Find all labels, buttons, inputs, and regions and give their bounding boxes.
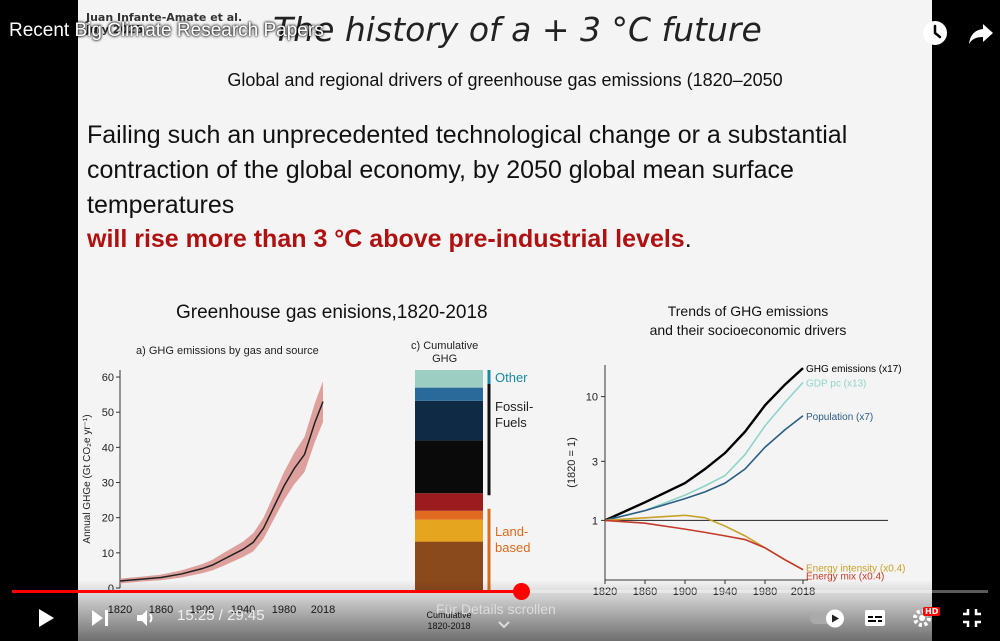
panel-c-label-line1: c) Cumulative xyxy=(411,340,479,352)
series-label: Energy mix (x0.4) xyxy=(806,572,884,583)
progress-scrubber[interactable] xyxy=(513,583,531,600)
series-label: GHG emissions (x17) xyxy=(806,364,902,375)
stack-segment xyxy=(415,493,483,511)
panel-c-label-line2: GHG xyxy=(432,353,458,365)
highlight-text: will rise more than 3 °C above pre-indus… xyxy=(87,225,685,253)
series-line xyxy=(604,514,804,571)
y-tick-label: 3 xyxy=(592,456,598,468)
time-separator: / xyxy=(214,607,228,624)
series-line xyxy=(604,415,804,522)
series-line xyxy=(604,367,804,522)
stack-segment xyxy=(415,440,483,494)
share-icon[interactable] xyxy=(966,18,996,48)
y-tick-label: 10 xyxy=(586,392,598,404)
right-chart-title-line2: and their socioeconomic drivers xyxy=(649,322,847,338)
group-label: based xyxy=(495,540,530,555)
y-axis-label: Annual GHGe (Gt CO₂e yr⁻¹) xyxy=(82,414,93,543)
slide-author: Juan Infante-Amate et al. July 2025 xyxy=(86,12,242,36)
group-label: Land- xyxy=(495,524,528,539)
stack-segment xyxy=(415,400,483,441)
volume-icon[interactable] xyxy=(134,606,158,630)
y-tick-label: 50 xyxy=(102,407,114,419)
video-frame-slide: Juan Infante-Amate et al. July 2025 The … xyxy=(78,0,932,641)
author-date: July 2025 xyxy=(86,23,144,36)
stack-segment xyxy=(415,519,483,542)
slide-body: Failing such an unprecedented technologi… xyxy=(87,121,848,219)
y-axis-label: (1820 = 1) xyxy=(566,437,578,487)
emissions-line xyxy=(119,401,324,582)
video-title[interactable]: Recent Big Climate Research Papers xyxy=(9,20,324,41)
scroll-hint[interactable]: Für Details scrollen xyxy=(436,601,556,617)
panel-a-label: a) GHG emissions by gas and source xyxy=(136,345,319,357)
stack-segment xyxy=(415,370,483,388)
play-icon[interactable] xyxy=(33,606,57,630)
hd-badge: HD xyxy=(923,607,941,616)
watch-later-icon[interactable] xyxy=(920,18,950,48)
time-display: 15:25 / 29:45 xyxy=(177,607,265,624)
stack-segment xyxy=(415,510,483,520)
chevron-down-icon[interactable] xyxy=(497,620,511,630)
y-tick-label: 20 xyxy=(102,513,114,525)
panel-c-label: c) Cumulative GHG xyxy=(411,340,478,366)
slide-title: The history of a + 3 °C future xyxy=(273,10,762,49)
series-label: Population (x7) xyxy=(806,412,873,423)
stack-segment xyxy=(415,387,483,401)
y-tick-label: 40 xyxy=(102,442,114,454)
series-line xyxy=(604,519,804,571)
exit-fullscreen-icon[interactable] xyxy=(960,606,984,630)
autoplay-toggle-icon[interactable] xyxy=(808,606,848,630)
author-name: Juan Infante-Amate et al. xyxy=(86,11,243,24)
right-chart-title: Trends of GHG emissions and their socioe… xyxy=(598,302,898,340)
next-icon[interactable] xyxy=(88,606,112,630)
subtitles-icon[interactable] xyxy=(863,606,887,630)
uncertainty-band xyxy=(120,381,323,584)
current-time: 15:25 xyxy=(177,607,215,624)
slide-body-highlight: will rise more than 3 °C above pre-indus… xyxy=(87,225,692,254)
y-tick-label: 60 xyxy=(102,372,114,384)
slide-subtitle: Global and regional drivers of greenhous… xyxy=(227,70,783,90)
y-tick-label: 10 xyxy=(102,548,114,560)
y-tick-label: 1 xyxy=(592,515,598,527)
group-label: Fossil- xyxy=(495,399,533,414)
group-label: Other xyxy=(495,370,528,385)
series-line xyxy=(604,381,804,522)
highlight-period: . xyxy=(684,225,692,253)
series-label: Energy intensity (x0.4) xyxy=(806,564,906,575)
series-label: GDP pc (x13) xyxy=(806,378,866,389)
right-chart-title-line1: Trends of GHG emissions xyxy=(667,303,829,319)
y-tick-label: 30 xyxy=(102,478,114,490)
group-label: Fuels xyxy=(495,415,527,430)
progress-played xyxy=(12,590,522,593)
left-chart-title: Greenhouse gas enisions,1820-2018 xyxy=(176,302,488,323)
chart-trends: 1310182018601900194019802018(1820 = 1)GH… xyxy=(566,364,906,598)
settings-gear-icon[interactable] xyxy=(910,606,934,630)
duration: 29:45 xyxy=(227,607,265,624)
